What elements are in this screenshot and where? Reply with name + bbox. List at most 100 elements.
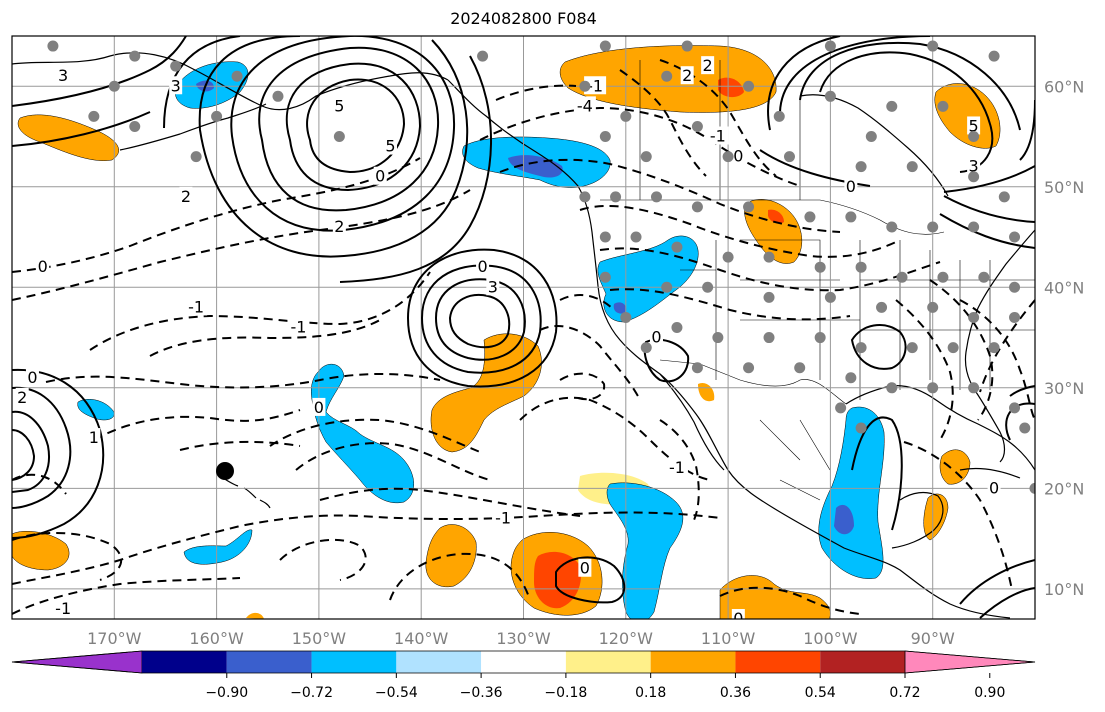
station-dot bbox=[886, 100, 898, 112]
contour-west-high-4 bbox=[12, 368, 105, 539]
colorbar-tick-label: 0.18 bbox=[635, 685, 666, 701]
colorbar-segment bbox=[481, 651, 566, 673]
shade-dakota-red bbox=[768, 209, 784, 224]
contour-neg-13 bbox=[12, 531, 123, 581]
contour-label-bg bbox=[584, 76, 607, 95]
station-dot bbox=[855, 161, 867, 173]
station-dot bbox=[927, 40, 939, 52]
station-dot bbox=[640, 151, 652, 163]
station-dot bbox=[610, 191, 622, 203]
contour-label-bg bbox=[844, 176, 858, 195]
contour-label-bg bbox=[332, 96, 346, 115]
colorbar-outline bbox=[11, 650, 1036, 674]
shade-midpacific-orange bbox=[430, 333, 542, 453]
shade-small-orange bbox=[246, 612, 264, 619]
contour-neg-2 bbox=[12, 157, 421, 273]
contour-neg-25 bbox=[659, 59, 777, 177]
contour-neg-23 bbox=[609, 288, 851, 321]
lat-tick-label: 40°N bbox=[1044, 278, 1084, 297]
station-dot bbox=[927, 382, 939, 394]
station-dot bbox=[599, 131, 611, 143]
station-dot bbox=[886, 221, 898, 233]
contour-neg-14 bbox=[279, 538, 367, 581]
contour-neg-29 bbox=[959, 299, 1035, 421]
contour-label: 2 bbox=[703, 56, 713, 75]
contour-label-bg bbox=[486, 277, 500, 296]
station-dot bbox=[773, 110, 785, 122]
contour-label: 3 bbox=[488, 277, 498, 296]
station-dot bbox=[978, 271, 990, 283]
lon-tick-label: 150°W bbox=[292, 629, 347, 648]
contour-neg-32 bbox=[659, 419, 700, 521]
station-dot bbox=[722, 251, 734, 263]
station-dot bbox=[691, 201, 703, 213]
contour-label-bg bbox=[573, 96, 596, 115]
colorbar-tick-label: −0.18 bbox=[544, 685, 587, 701]
contour-label: 5 bbox=[385, 137, 395, 156]
colorbar-segment bbox=[396, 651, 482, 673]
contour-label: 1 bbox=[89, 428, 99, 447]
station-dot bbox=[824, 291, 836, 303]
station-dot bbox=[865, 131, 877, 143]
station-dot bbox=[1009, 311, 1021, 323]
contour-tropical-low bbox=[555, 556, 626, 604]
station-dot bbox=[272, 90, 284, 102]
contour-neg-18 bbox=[539, 325, 641, 401]
station-dot bbox=[620, 311, 632, 323]
lat-tick-label: 20°N bbox=[1044, 479, 1084, 498]
station-dot bbox=[835, 402, 847, 414]
station-dot bbox=[743, 201, 755, 213]
contour-neg-27 bbox=[895, 299, 954, 441]
contour-label: 0 bbox=[989, 478, 999, 497]
station-dot bbox=[988, 342, 1000, 354]
station-dot bbox=[896, 271, 908, 283]
lat-tick-label: 60°N bbox=[1044, 77, 1084, 96]
contour-label: -1 bbox=[495, 508, 511, 527]
colorbar: −0.90 −0.72 −0.54 −0.36 −0.18 0.18 0.36 0.54 0.7… bbox=[11, 650, 1036, 701]
station-dot bbox=[691, 362, 703, 374]
station-dot bbox=[129, 50, 141, 62]
contour-label-bg bbox=[312, 397, 326, 416]
lat-tick-label: 50°N bbox=[1044, 178, 1084, 197]
station-dot bbox=[968, 311, 980, 323]
contour-label-bg bbox=[967, 116, 981, 135]
contour-label-bg bbox=[706, 126, 729, 145]
station-dot bbox=[47, 40, 59, 52]
station-dot bbox=[968, 171, 980, 183]
station-dot bbox=[640, 342, 652, 354]
contour-label: 3 bbox=[171, 76, 181, 95]
station-markers bbox=[47, 40, 1035, 494]
contour-neg-1 bbox=[12, 189, 471, 301]
contour-label: -1 bbox=[55, 599, 71, 618]
coast-florida bbox=[975, 391, 1006, 463]
lon-tick-label: 170°W bbox=[87, 629, 142, 648]
station-dot bbox=[845, 372, 857, 384]
contour-label: -1 bbox=[188, 297, 204, 316]
station-dot bbox=[671, 322, 683, 333]
coast-east bbox=[964, 229, 1035, 393]
contour-label-bg bbox=[665, 458, 688, 477]
colorbar-segment bbox=[311, 651, 397, 673]
station-dot bbox=[906, 161, 918, 173]
contour-label: 0 bbox=[38, 257, 48, 276]
contour-neg-30 bbox=[979, 299, 1035, 393]
contour-label: 0 bbox=[314, 398, 324, 417]
lon-tick-label: 90°W bbox=[911, 629, 955, 648]
colorbar-tick-label: 0.72 bbox=[889, 685, 920, 701]
contour-alaska-west-2 bbox=[12, 111, 151, 147]
contour-label-bg bbox=[701, 56, 715, 75]
contour-neg-33 bbox=[559, 294, 615, 311]
station-dot bbox=[1029, 482, 1035, 494]
contour-neg-24 bbox=[619, 69, 707, 177]
map-frame bbox=[11, 35, 1036, 620]
station-dot bbox=[170, 60, 182, 72]
contour-label-bg bbox=[967, 156, 981, 175]
contour-west-high-1 bbox=[12, 386, 72, 509]
station-dot bbox=[681, 40, 693, 52]
station-dot bbox=[927, 301, 939, 313]
station-dot bbox=[88, 110, 100, 122]
colorbar-tick-label: 0.36 bbox=[720, 685, 751, 701]
contour-neg-11 bbox=[12, 511, 721, 585]
contour-label-bg bbox=[680, 66, 694, 85]
station-dot bbox=[599, 271, 611, 283]
